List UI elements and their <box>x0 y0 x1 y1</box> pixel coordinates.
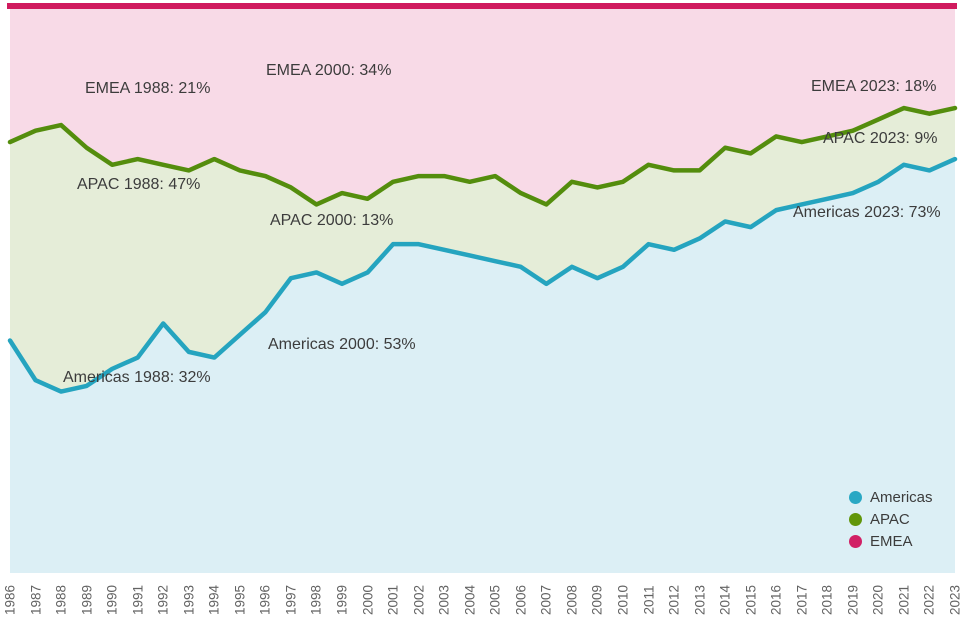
x-axis-label: 2015 <box>743 584 759 616</box>
x-axis-label: 2011 <box>641 585 656 615</box>
legend-item-americas: Americas <box>849 486 933 508</box>
x-axis-label: 2009 <box>589 584 605 616</box>
americas-line <box>7 156 958 394</box>
x-axis-label: 2017 <box>794 584 810 616</box>
annotation: APAC 1988: 47% <box>77 176 201 193</box>
x-axis-label: 2007 <box>538 584 554 616</box>
legend-item-emea: EMEA <box>849 530 933 552</box>
annotation: Americas 2023: 73% <box>793 204 941 221</box>
annotation: APAC 2000: 13% <box>270 212 394 229</box>
x-axis-label: 1995 <box>232 584 248 616</box>
legend-dot-icon <box>849 512 862 526</box>
legend-item-apac: APAC <box>849 508 933 530</box>
legend: Americas APAC EMEA <box>849 486 933 552</box>
legend-label: APAC <box>870 510 910 528</box>
legend-label: EMEA <box>870 532 913 550</box>
x-axis-label: 1988 <box>53 584 69 616</box>
apac-line <box>7 105 958 207</box>
x-axis-label: 2014 <box>717 584 733 616</box>
annotation: Americas 1988: 32% <box>63 369 211 386</box>
x-axis-label: 2010 <box>615 584 631 616</box>
x-axis-label: 2022 <box>921 584 937 616</box>
legend-dot-icon <box>849 534 862 548</box>
legend-dot-icon <box>849 490 862 504</box>
x-axis-label: 2006 <box>513 584 529 616</box>
x-axis-label: 2021 <box>896 584 912 616</box>
annotation: EMEA 2000: 34% <box>266 62 392 79</box>
x-axis-label: 2013 <box>692 584 708 616</box>
x-axis-label: 1992 <box>155 584 171 616</box>
x-axis-label: 2019 <box>845 584 861 616</box>
x-axis-label: 1994 <box>206 584 222 616</box>
x-axis-label: 1993 <box>181 584 197 616</box>
apac-area <box>10 108 955 392</box>
x-axis-label: 2005 <box>487 584 503 616</box>
x-axis-label: 2018 <box>819 584 835 616</box>
x-axis-label: 1990 <box>104 584 120 616</box>
x-axis-label: 1986 <box>2 584 18 616</box>
x-axis-label: 1991 <box>130 584 146 616</box>
x-axis-label: 1989 <box>79 584 95 616</box>
x-axis-label: 1999 <box>334 584 350 616</box>
x-axis-label: 2023 <box>947 584 963 616</box>
x-axis-label: 2016 <box>768 584 784 616</box>
x-axis-label: 1998 <box>308 584 324 616</box>
x-axis-label: 2020 <box>870 584 886 616</box>
x-axis-label: 1996 <box>257 584 273 616</box>
legend-label: Americas <box>870 488 933 506</box>
x-axis-label: 2002 <box>411 584 427 616</box>
annotation: EMEA 2023: 18% <box>811 78 937 95</box>
annotation: EMEA 1988: 21% <box>85 80 211 97</box>
x-axis-label: 2001 <box>385 584 401 616</box>
x-axis-label: 1987 <box>28 584 44 616</box>
annotation: APAC 2023: 9% <box>823 130 938 147</box>
x-axis-label: 2004 <box>462 584 478 616</box>
x-axis-label: 2003 <box>436 584 452 616</box>
x-axis-label: 1997 <box>283 584 299 616</box>
x-axis-label: 2012 <box>666 584 682 616</box>
x-axis-label: 2008 <box>564 584 580 616</box>
annotation: Americas 2000: 53% <box>268 336 416 353</box>
americas-area <box>10 159 955 573</box>
x-axis-label: 2000 <box>360 584 376 616</box>
emea-area <box>10 6 955 205</box>
